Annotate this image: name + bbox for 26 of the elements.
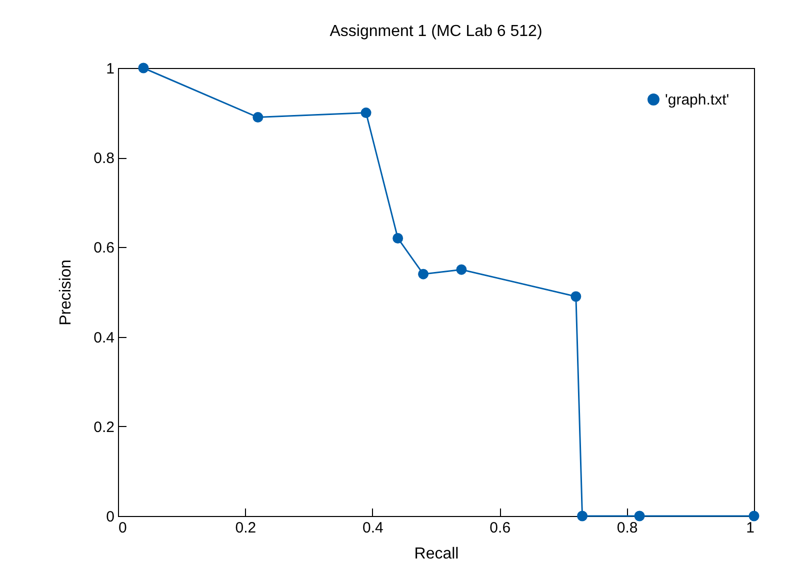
y-tick-label: 0.2 — [94, 418, 114, 436]
x-tick-label: 1 — [746, 520, 754, 536]
x-tick-label: 0.6 — [490, 520, 511, 536]
y-tick-label: 0 — [106, 508, 114, 526]
x-tick-label: 0 — [118, 520, 127, 536]
legend-label: 'graph.txt' — [665, 92, 730, 108]
x-tick-label: 0.2 — [235, 520, 256, 536]
x-axis-title: Recall — [414, 546, 459, 562]
y-tick-label: 1 — [106, 60, 114, 78]
point — [577, 510, 588, 522]
chart-title: Assignment 1 (MC Lab 6 512) — [330, 23, 542, 40]
point — [138, 62, 149, 74]
y-tick-label: 0.8 — [94, 150, 114, 168]
x-tick-label: 0.4 — [362, 520, 384, 536]
point — [634, 510, 645, 522]
point — [418, 268, 429, 280]
y-axis-title: Precision — [58, 260, 75, 326]
point — [360, 108, 372, 118]
y-tick-label: 0.4 — [94, 329, 114, 346]
y-tick-label: 0.6 — [94, 240, 114, 257]
point — [748, 510, 760, 522]
x-tick-label: 0.8 — [616, 520, 638, 536]
point — [252, 112, 264, 123]
point — [392, 233, 404, 244]
point — [456, 264, 467, 275]
point — [570, 291, 582, 302]
